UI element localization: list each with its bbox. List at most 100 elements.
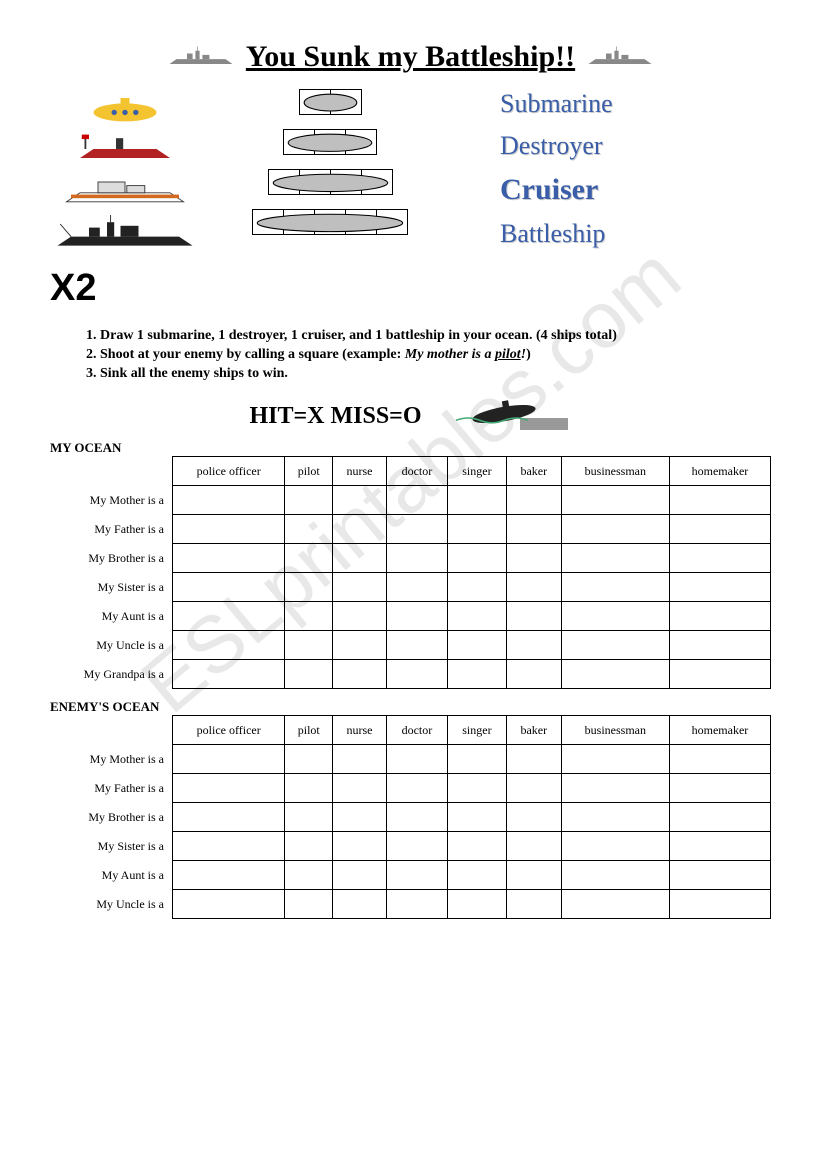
grid-cell[interactable] [561, 861, 669, 890]
grid-cell[interactable] [173, 745, 285, 774]
grid-cell[interactable] [386, 890, 447, 919]
grid-cell[interactable] [333, 602, 387, 631]
grid-cell[interactable] [386, 631, 447, 660]
grid-cell[interactable] [561, 486, 669, 515]
grid-cell[interactable] [561, 544, 669, 573]
grid-cell[interactable] [333, 515, 387, 544]
grid-cell[interactable] [561, 803, 669, 832]
grid-cell[interactable] [506, 486, 561, 515]
grid-cell[interactable] [669, 745, 770, 774]
grid-cell[interactable] [669, 544, 770, 573]
grid-cell[interactable] [447, 832, 506, 861]
grid-cell[interactable] [173, 573, 285, 602]
grid-cell[interactable] [333, 832, 387, 861]
grid-cell[interactable] [333, 544, 387, 573]
grid-cell[interactable] [669, 515, 770, 544]
grid-cell[interactable] [506, 890, 561, 919]
grid-cell[interactable] [447, 486, 506, 515]
grid-cell[interactable] [173, 544, 285, 573]
grid-cell[interactable] [285, 832, 333, 861]
grid-cell[interactable] [333, 660, 387, 689]
grid-cell[interactable] [285, 631, 333, 660]
grid-cell[interactable] [386, 486, 447, 515]
grid-cell[interactable] [506, 774, 561, 803]
grid-cell[interactable] [669, 573, 770, 602]
grid-cell[interactable] [285, 803, 333, 832]
grid-cell[interactable] [386, 544, 447, 573]
grid-cell[interactable] [447, 890, 506, 919]
grid-cell[interactable] [386, 515, 447, 544]
grid-cell[interactable] [333, 573, 387, 602]
grid-cell[interactable] [386, 861, 447, 890]
grid-cell[interactable] [333, 774, 387, 803]
grid-cell[interactable] [447, 660, 506, 689]
grid-cell[interactable] [333, 803, 387, 832]
grid-cell[interactable] [173, 861, 285, 890]
grid-cell[interactable] [506, 602, 561, 631]
grid-cell[interactable] [173, 832, 285, 861]
grid-cell[interactable] [333, 890, 387, 919]
grid-cell[interactable] [669, 774, 770, 803]
grid-cell[interactable] [333, 486, 387, 515]
grid-cell[interactable] [447, 515, 506, 544]
grid-cell[interactable] [561, 774, 669, 803]
grid-cell[interactable] [173, 602, 285, 631]
grid-cell[interactable] [386, 832, 447, 861]
grid-cell[interactable] [285, 890, 333, 919]
grid-cell[interactable] [561, 832, 669, 861]
grid-cell[interactable] [506, 832, 561, 861]
grid-cell[interactable] [285, 602, 333, 631]
grid-cell[interactable] [669, 486, 770, 515]
grid-cell[interactable] [561, 745, 669, 774]
grid-cell[interactable] [447, 774, 506, 803]
grid-cell[interactable] [561, 515, 669, 544]
grid-cell[interactable] [386, 745, 447, 774]
grid-cell[interactable] [561, 602, 669, 631]
grid-cell[interactable] [447, 602, 506, 631]
grid-cell[interactable] [447, 544, 506, 573]
grid-cell[interactable] [386, 573, 447, 602]
grid-cell[interactable] [506, 660, 561, 689]
grid-cell[interactable] [669, 890, 770, 919]
grid-cell[interactable] [447, 573, 506, 602]
grid-cell[interactable] [506, 803, 561, 832]
grid-cell[interactable] [561, 660, 669, 689]
grid-cell[interactable] [447, 745, 506, 774]
grid-cell[interactable] [285, 515, 333, 544]
grid-cell[interactable] [386, 660, 447, 689]
grid-cell[interactable] [173, 774, 285, 803]
grid-cell[interactable] [506, 515, 561, 544]
grid-cell[interactable] [285, 660, 333, 689]
grid-cell[interactable] [506, 631, 561, 660]
grid-cell[interactable] [447, 803, 506, 832]
grid-cell[interactable] [386, 774, 447, 803]
grid-cell[interactable] [561, 631, 669, 660]
grid-cell[interactable] [669, 832, 770, 861]
grid-cell[interactable] [506, 544, 561, 573]
grid-cell[interactable] [506, 573, 561, 602]
grid-cell[interactable] [669, 803, 770, 832]
grid-cell[interactable] [173, 890, 285, 919]
grid-cell[interactable] [561, 890, 669, 919]
grid-cell[interactable] [669, 660, 770, 689]
grid-cell[interactable] [285, 573, 333, 602]
grid-cell[interactable] [285, 745, 333, 774]
grid-cell[interactable] [285, 544, 333, 573]
grid-cell[interactable] [561, 573, 669, 602]
grid-cell[interactable] [333, 861, 387, 890]
grid-cell[interactable] [447, 861, 506, 890]
grid-cell[interactable] [285, 774, 333, 803]
grid-cell[interactable] [333, 745, 387, 774]
grid-cell[interactable] [386, 602, 447, 631]
grid-cell[interactable] [173, 631, 285, 660]
grid-cell[interactable] [447, 631, 506, 660]
grid-cell[interactable] [285, 861, 333, 890]
grid-cell[interactable] [173, 803, 285, 832]
grid-cell[interactable] [506, 861, 561, 890]
grid-cell[interactable] [386, 803, 447, 832]
grid-cell[interactable] [173, 515, 285, 544]
grid-cell[interactable] [669, 861, 770, 890]
grid-cell[interactable] [506, 745, 561, 774]
grid-cell[interactable] [669, 602, 770, 631]
grid-cell[interactable] [333, 631, 387, 660]
